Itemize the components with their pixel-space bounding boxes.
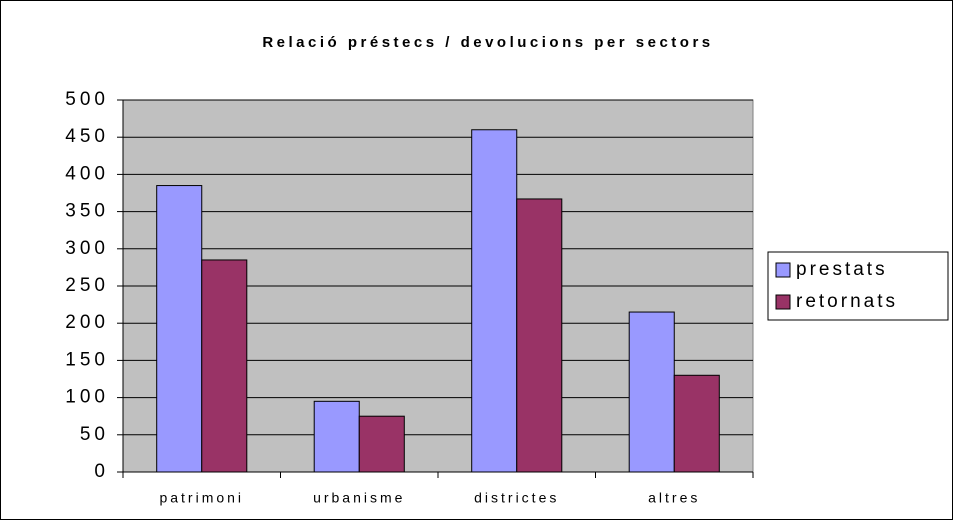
y-tick-label: 200: [65, 312, 109, 333]
y-tick-label: 150: [65, 349, 109, 370]
x-tick-label: patrimoni: [159, 490, 244, 506]
y-tick-label: 300: [65, 238, 109, 259]
legend-swatch: [775, 294, 791, 310]
legend-label: retornats: [796, 291, 898, 312]
bar: [673, 374, 720, 473]
y-tick-label: 50: [80, 424, 109, 445]
bar: [156, 185, 203, 473]
legend-swatch: [775, 262, 791, 278]
bar: [201, 259, 248, 473]
legend: [767, 251, 949, 321]
chart-title: Relació préstecs / devolucions per secto…: [262, 34, 713, 51]
y-tick-label: 0: [94, 461, 109, 482]
y-tick-label: 450: [65, 126, 109, 147]
y-tick-label: 500: [65, 89, 109, 110]
bar: [358, 415, 405, 473]
y-tick-label: 350: [65, 201, 109, 222]
y-tick-label: 400: [65, 163, 109, 184]
bar: [471, 129, 518, 473]
bar: [313, 400, 360, 473]
x-tick-label: altres: [648, 490, 700, 506]
y-tick-label: 100: [65, 387, 109, 408]
bar: [628, 311, 675, 473]
bar: [516, 198, 563, 473]
legend-label: prestats: [796, 259, 888, 280]
y-tick-label: 250: [65, 275, 109, 296]
x-tick-label: urbanisme: [313, 490, 405, 506]
x-tick-label: districtes: [474, 490, 559, 506]
